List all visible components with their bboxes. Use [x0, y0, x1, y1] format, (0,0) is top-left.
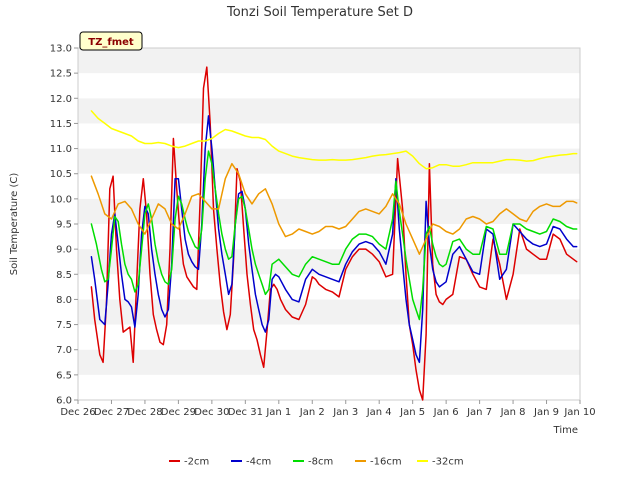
x-tick-label: Dec 31	[228, 407, 263, 418]
y-tick-label: 12.5	[50, 69, 72, 80]
y-tick-label: 10.5	[50, 169, 72, 180]
grid-band	[78, 299, 580, 325]
x-tick-label: Jan 8	[500, 407, 526, 418]
legend: -2cm -4cm -8cm -16cm -32cm	[169, 457, 464, 468]
grid-band	[78, 48, 580, 74]
chart-title: Tonzi Soil Temperature Set D	[226, 5, 413, 20]
x-tick-label: Jan 6	[433, 407, 459, 418]
x-tick-label: Dec 27	[94, 407, 129, 418]
grid-band	[78, 173, 580, 199]
y-tick-label: 9.0	[56, 245, 72, 256]
y-tick-label: 8.5	[56, 270, 72, 281]
grid-band	[78, 148, 580, 174]
x-tick-label: Jan 1	[265, 407, 291, 418]
x-tick-label: Jan 10	[563, 407, 595, 418]
y-tick-label: 6.5	[56, 370, 72, 381]
site-tag: TZ_fmet	[79, 31, 143, 51]
series-line-8cm	[90, 150, 578, 321]
plot-background-bands	[78, 48, 580, 400]
site-tag-box	[79, 31, 143, 51]
legend-label-2cm: -2cm	[184, 457, 209, 468]
x-tick-label: Jan 5	[399, 407, 425, 418]
grid-band	[78, 224, 580, 250]
x-tick-label: Dec 26	[60, 407, 95, 418]
y-tick-label: 9.5	[56, 220, 72, 231]
legend-label-16cm: -16cm	[370, 457, 402, 468]
grid-band	[78, 98, 580, 124]
y-tick-label: 7.0	[56, 345, 72, 356]
x-tick-label: Dec 29	[161, 407, 196, 418]
series-line-4cm	[90, 115, 578, 364]
legend-label-32cm: -32cm	[432, 457, 464, 468]
y-tick-label: 11.5	[50, 119, 72, 130]
x-tick-label: Jan 3	[332, 407, 358, 418]
grid-band	[78, 324, 580, 350]
series-line-16cm	[90, 162, 578, 255]
series-line-32cm	[90, 110, 578, 170]
grid-band	[78, 123, 580, 149]
y-axis: 6.0 6.5 7.0 7.5 8.0 8.5 9.0 9.5 10.0 10.5 11.0 11.5…	[50, 44, 78, 407]
grid-band	[78, 73, 580, 99]
x-tick-label: Jan 2	[299, 407, 325, 418]
y-tick-label: 12.0	[50, 94, 72, 105]
y-tick-label: 10.0	[50, 194, 72, 205]
grid-band	[78, 349, 580, 375]
legend-label-8cm: -8cm	[308, 457, 333, 468]
y-tick-label: 6.0	[56, 396, 72, 407]
x-tick-label: Jan 7	[466, 407, 492, 418]
series-line-2cm	[90, 66, 578, 401]
x-tick-label: Dec 28	[127, 407, 162, 418]
x-tick-label: Jan 4	[366, 407, 392, 418]
series-lines	[90, 66, 578, 401]
y-tick-label: 8.0	[56, 295, 72, 306]
y-axis-title: Soil Temperature (C)	[9, 173, 20, 276]
y-tick-label: 13.0	[50, 44, 72, 55]
y-tick-label: 11.0	[50, 144, 72, 155]
x-tick-label: Jan 9	[533, 407, 559, 418]
grid-band	[78, 374, 580, 400]
grid-band	[78, 198, 580, 224]
legend-label-4cm: -4cm	[246, 457, 271, 468]
y-tick-label: 7.5	[56, 320, 72, 331]
x-tick-label: Dec 30	[194, 407, 229, 418]
site-tag-label: TZ_fmet	[88, 37, 134, 48]
x-axis-title: Time	[553, 425, 578, 436]
